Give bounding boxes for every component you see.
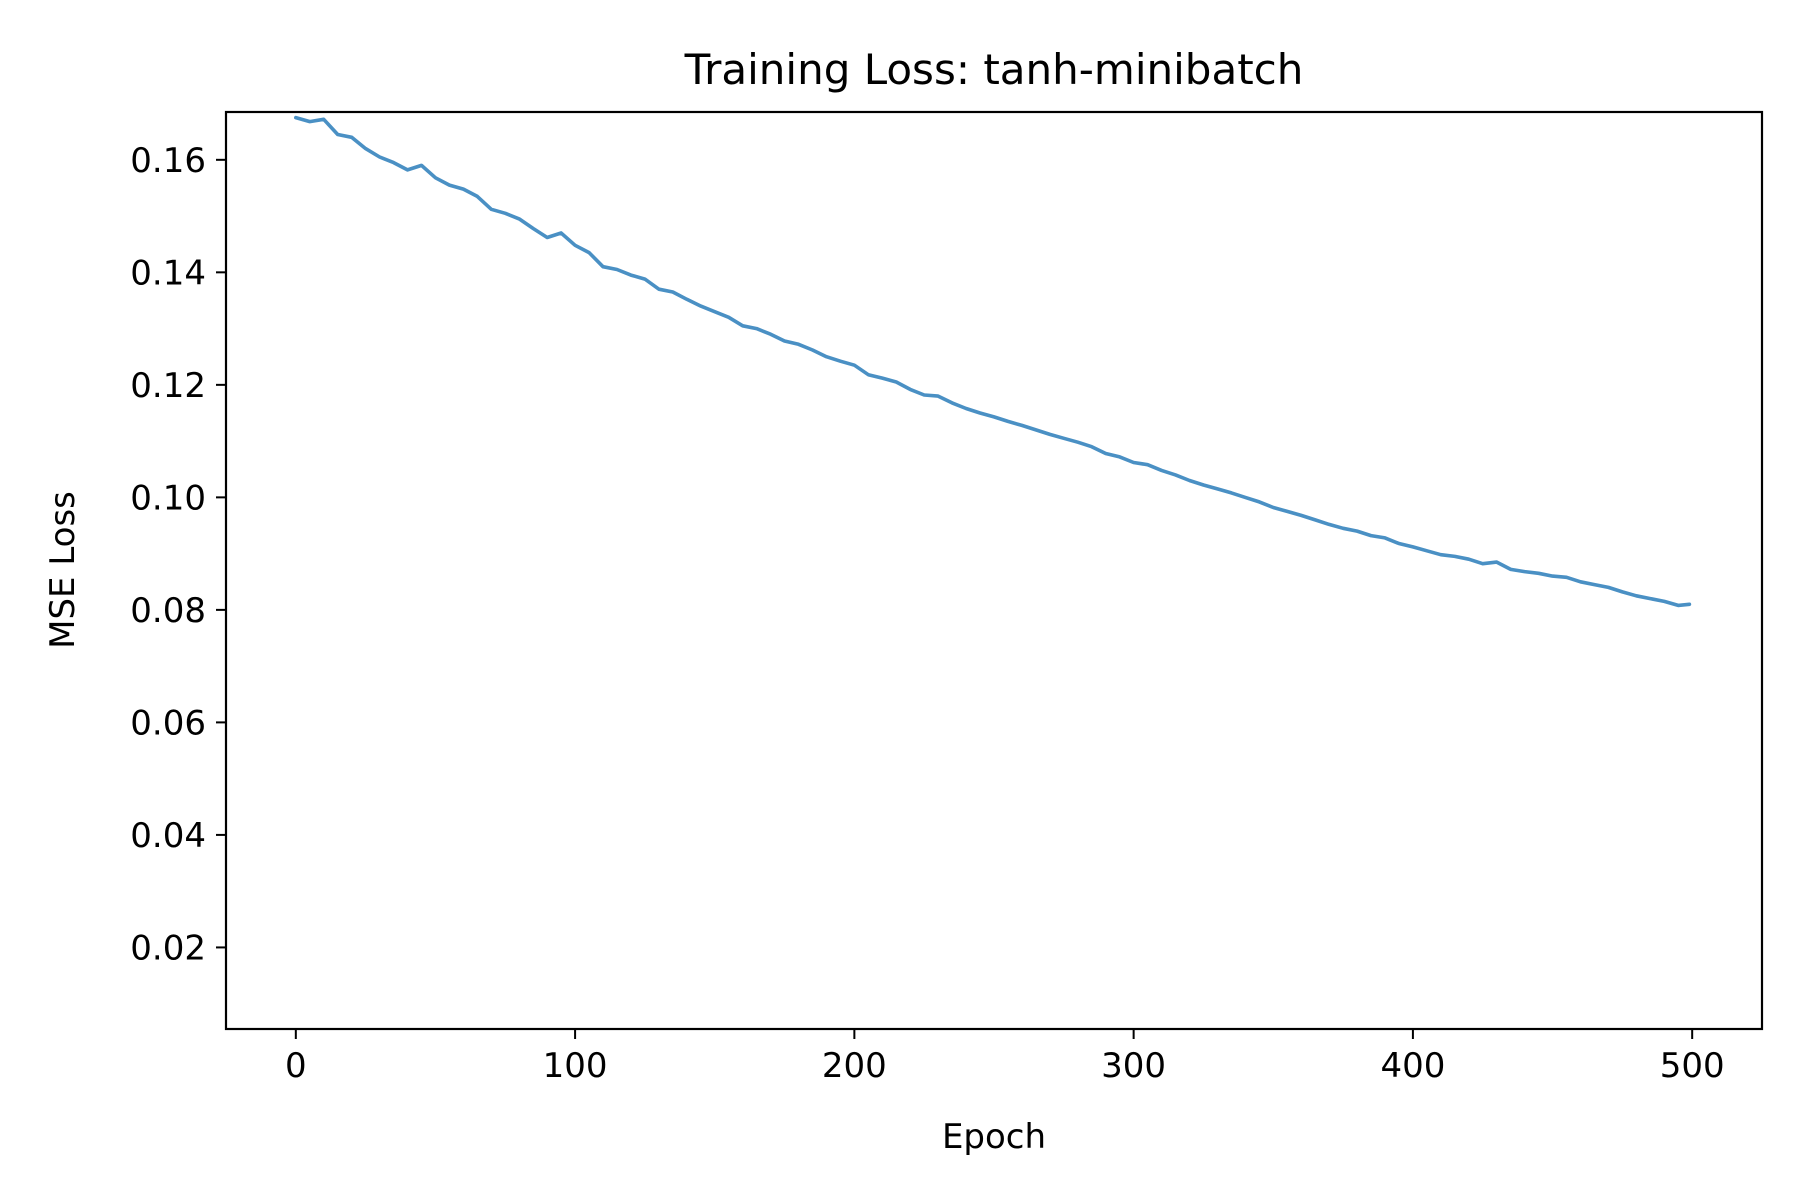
y-tick-label: 0.02 <box>130 928 206 968</box>
y-axis-label: MSE Loss <box>43 491 83 649</box>
plot-frame <box>224 110 1764 1031</box>
y-tick-label: 0.04 <box>130 816 206 856</box>
y-tick-label: 0.12 <box>130 366 206 406</box>
x-tick-label: 0 <box>285 1046 307 1086</box>
x-tick-label: 500 <box>1660 1046 1725 1086</box>
x-tick-label: 100 <box>543 1046 608 1086</box>
y-tick-label: 0.08 <box>130 591 206 631</box>
x-tick-label: 300 <box>1101 1046 1166 1086</box>
x-tick-label: 400 <box>1380 1046 1445 1086</box>
x-axis-label: Epoch <box>942 1117 1046 1157</box>
x-tick-label: 200 <box>822 1046 887 1086</box>
loss-series-line <box>293 115 1692 608</box>
y-tick-label: 0.10 <box>130 478 206 518</box>
plot-area <box>293 115 1692 608</box>
y-tick-label: 0.14 <box>130 253 206 293</box>
y-tick-label: 0.16 <box>130 141 206 181</box>
y-tick-label: 0.06 <box>130 703 206 743</box>
chart-title: Training Loss: tanh-minibatch <box>684 45 1304 94</box>
